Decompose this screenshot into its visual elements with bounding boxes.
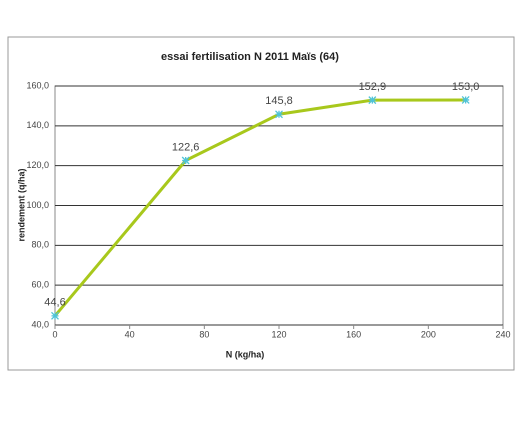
data-label: 145,8 xyxy=(265,95,293,107)
x-tick-label: 120 xyxy=(271,329,286,339)
x-tick-label: 240 xyxy=(495,329,510,339)
data-point xyxy=(275,110,283,119)
data-point xyxy=(51,311,59,320)
y-tick-label: 120,0 xyxy=(26,160,49,170)
chart-title: essai fertilisation N 2011 Maïs (64) xyxy=(161,51,339,63)
y-tick-label: 160,0 xyxy=(26,80,49,90)
x-tick-label: 160 xyxy=(346,329,361,339)
x-tick-label: 40 xyxy=(125,329,135,339)
x-tick-label: 80 xyxy=(199,329,209,339)
data-point xyxy=(461,95,470,104)
y-tick-label: 100,0 xyxy=(26,200,49,210)
y-tick-label: 80,0 xyxy=(31,240,49,250)
data-label: 44,6 xyxy=(44,297,65,309)
data-label: 152,9 xyxy=(359,81,387,93)
y-tick-label: 60,0 xyxy=(31,280,49,290)
data-point xyxy=(368,96,377,105)
chart-frame xyxy=(7,36,515,371)
data-point xyxy=(181,156,190,165)
x-tick-label: 200 xyxy=(421,329,436,339)
y-axis-label: rendement (q/ha) xyxy=(16,168,26,241)
x-axis-label: N (kg/ha) xyxy=(226,349,265,359)
data-label: 153,0 xyxy=(452,81,480,93)
x-tick-label: 0 xyxy=(52,329,57,339)
data-label: 122,6 xyxy=(172,141,200,153)
y-tick-label: 140,0 xyxy=(26,120,49,130)
y-tick-label: 40,0 xyxy=(31,319,49,329)
